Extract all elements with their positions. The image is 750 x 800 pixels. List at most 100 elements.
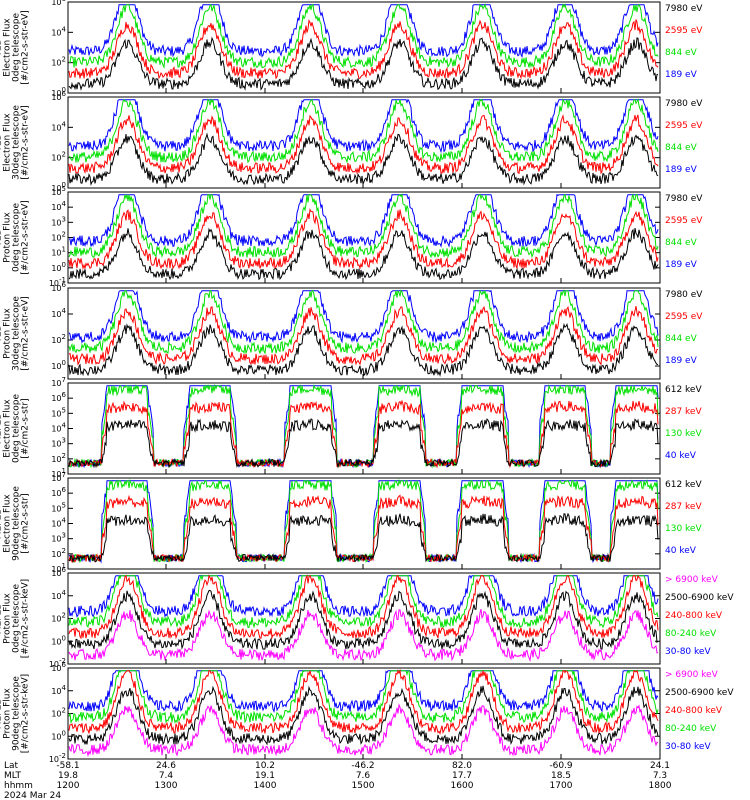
x-row-label: MLT [4,771,22,781]
series-trace-4 [68,4,659,59]
series-trace-3 [68,3,659,69]
mlt-value: 19.8 [58,771,78,781]
y-tick-label: 105 [51,501,66,513]
y-tick-label: 102 [51,333,66,345]
series-trace-4 [68,669,659,725]
y-tick-label: 101 [51,246,66,258]
mlt-value: 7.4 [159,771,174,781]
channel-label: > 6900 keV [665,575,719,585]
y-tick-label: 105 [51,185,66,197]
channel-label: 612 keV [665,480,702,490]
y-tick-label: 106 [51,661,66,673]
y-tick-label: 104 [51,422,66,434]
series-trace-2 [68,113,659,175]
hhmm-value: 1500 [352,781,375,791]
y-tick-label: 100 [51,634,66,646]
panel-2: 100 102 104 106 TEDElectron Flux30deg telesc… [0,90,703,193]
y-tick-label: 100 [51,86,66,98]
lat-value: 24.6 [156,761,176,771]
y-tick-label: 103 [51,215,66,227]
channel-label: 40 keV [665,451,697,461]
y-tick-label: 106 [51,486,66,498]
series-trace-4 [68,289,659,344]
series-trace-2 [68,685,659,746]
lat-value: -58.1 [56,761,79,771]
series-trace-2 [68,19,659,80]
y-axis-label: TEDElectron Flux0deg telescope[#/cm2-s-s… [0,10,31,85]
series-trace-3 [68,193,659,259]
y-tick-label: 106 [51,90,66,102]
y-tick-label: 102 [51,231,66,243]
y-axis-label: MEPEDElectron Flux0deg telescope[#/cm2-s… [0,394,31,464]
y-tick-label: 100 [51,261,66,273]
y-tick-label: 107 [51,376,66,388]
y-axis-label: TEDProton Flux0deg telescope[#/cm2-s-str… [0,200,31,275]
channel-label: 80-240 keV [665,724,717,734]
y-tick-label: 103 [51,532,66,544]
panel-4: 100 102 104 106 TEDProton Flux30deg telescop… [0,281,703,380]
panel-8: 10-2 100 102 104 106 MEPEDProton Flux90deg te… [0,661,734,764]
x-row-label: hhmm [4,781,33,791]
channel-label: 2500-6900 keV [665,688,734,698]
y-axis-label: MEPEDProton Flux90deg telescope[#/cm2-s-… [0,674,31,753]
y-tick-label: 104 [51,200,66,212]
y-axis-label: TEDProton Flux30deg telescope[#/cm2-s-st… [0,296,31,371]
lat-value: -60.9 [549,761,573,771]
y-tick-label: 104 [51,684,66,696]
panel-1: 100 102 104 106 TEDElectron Flux0deg telesco… [0,0,703,98]
channel-label: 287 keV [665,502,702,512]
series-trace-1 [68,703,659,758]
channel-label: 7980 eV [665,290,703,300]
y-tick-label: 104 [51,25,66,37]
y-tick-label: 102 [51,612,66,624]
series-trace-1 [68,418,659,469]
y-tick-label: 102 [51,547,66,559]
y-tick-label: 106 [51,281,66,293]
channel-label: 612 keV [665,385,702,395]
channel-label: 130 keV [665,524,702,534]
y-tick-label: 104 [51,517,66,529]
series-trace-1 [68,512,659,564]
channel-label: 189 eV [665,165,698,175]
y-tick-label: 105 [51,406,66,418]
y-tick-label: 10-1 [49,276,66,288]
series-trace-4 [68,574,659,629]
y-tick-label: 102 [51,452,66,464]
y-tick-label: 103 [51,437,66,449]
y-tick-label: 100 [51,181,66,193]
y-tick-label: 101 [51,562,66,574]
series-trace-2 [68,305,659,366]
y-tick-label: 104 [51,589,66,601]
y-tick-label: 106 [51,0,66,7]
series-trace-1 [68,36,659,91]
y-tick-label: 106 [51,391,66,403]
channel-label: 240-800 keV [665,706,723,716]
panel-5: 101 102 103 104 105 106 107 MEPEDElectron Flux0… [0,376,702,479]
series-trace-1 [68,322,659,378]
hhmm-value: 1700 [550,781,573,791]
channel-label: 30-80 keV [665,742,711,752]
series-trace-3 [68,668,659,735]
channel-label: 2595 eV [665,26,703,36]
y-tick-label: 101 [51,467,66,479]
series-trace-2 [68,494,659,564]
channel-label: 189 eV [665,70,698,80]
channel-label: 7980 eV [665,99,703,109]
channel-label: 287 keV [665,407,702,417]
mlt-value: 18.5 [551,771,571,781]
channel-label: > 6900 keV [665,670,719,680]
series-trace-2 [68,208,659,271]
channel-label: 2595 eV [665,121,703,131]
y-tick-label: 10-2 [49,657,66,669]
y-tick-label: 10-2 [49,752,66,764]
series-trace-4 [68,193,659,248]
hhmm-value: 1200 [57,781,80,791]
y-tick-label: 100 [51,729,66,741]
channel-label: 30-80 keV [665,647,711,657]
hhmm-value: 1400 [254,781,277,791]
y-tick-label: 102 [51,707,66,719]
channel-label: 40 keV [665,546,697,556]
y-tick-label: 102 [51,56,66,68]
